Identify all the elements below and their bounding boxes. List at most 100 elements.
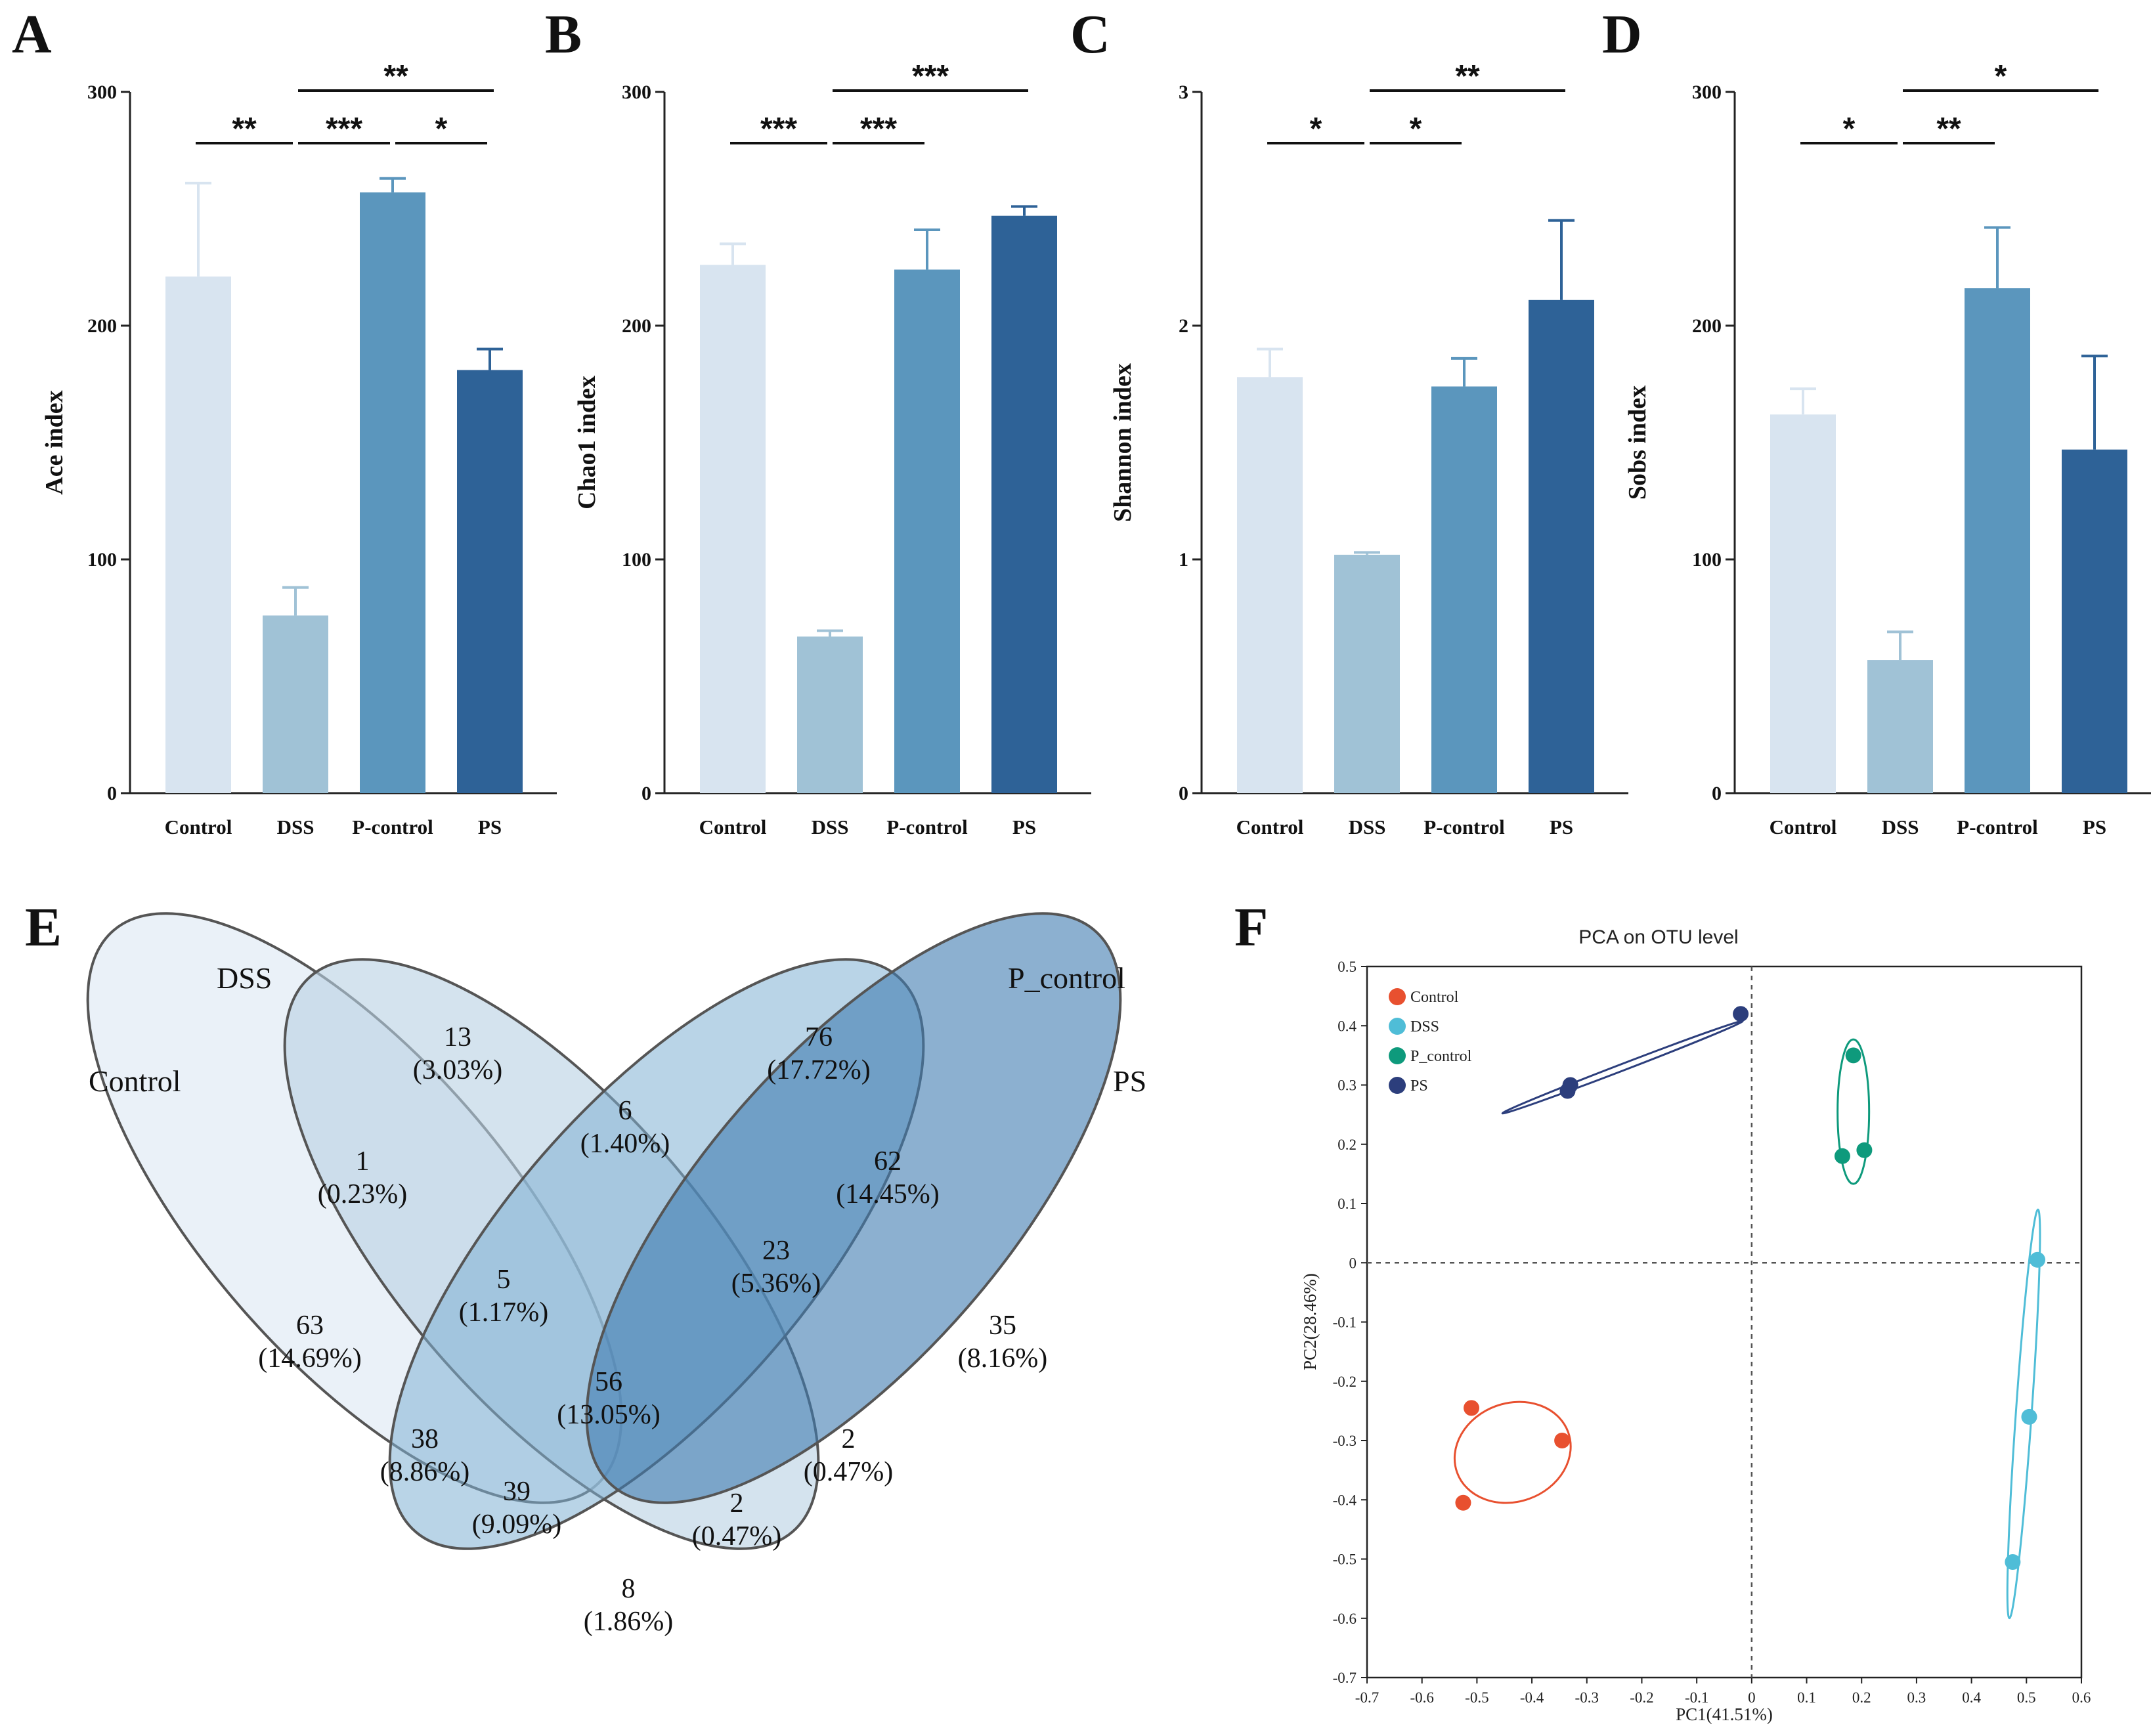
venn-set-label-control: Control bbox=[89, 1064, 181, 1098]
pca-x-tick-label: 0.5 bbox=[2017, 1689, 2036, 1706]
venn-region-label: 56(13.05%) bbox=[557, 1367, 660, 1430]
venn-region-percent: (14.45%) bbox=[836, 1179, 939, 1209]
y-tick-label: 0 bbox=[1179, 783, 1188, 804]
pca-point-dss bbox=[2021, 1408, 2037, 1425]
bar-dss bbox=[1867, 660, 1933, 793]
venn-region-count: 56 bbox=[595, 1367, 622, 1397]
x-tick-label: PS bbox=[2083, 815, 2106, 838]
y-tick-label: 1 bbox=[1179, 549, 1188, 571]
panel-letter-a: A bbox=[12, 4, 52, 65]
pca-ellipse-ps bbox=[1501, 1020, 1744, 1115]
venn-region-count: 39 bbox=[503, 1477, 531, 1507]
y-axis-label: Shannon index bbox=[1109, 363, 1137, 522]
bar-ps bbox=[991, 215, 1057, 793]
bar-ps bbox=[2062, 449, 2127, 793]
panel-letter-f: F bbox=[1234, 897, 1268, 958]
pca-x-tick-label: 0.6 bbox=[2072, 1689, 2091, 1706]
x-tick-label: P-control bbox=[886, 815, 968, 838]
venn-region-count: 35 bbox=[989, 1311, 1016, 1341]
legend-marker bbox=[1389, 1077, 1406, 1094]
x-tick-label: P-control bbox=[1957, 815, 2038, 838]
pca-y-tick-label: 0.5 bbox=[1337, 959, 1357, 975]
y-tick-label: 200 bbox=[622, 315, 651, 337]
venn-region-percent: (13.05%) bbox=[557, 1400, 660, 1430]
significance-label: * bbox=[1310, 112, 1322, 146]
pca-x-tick-label: -0.2 bbox=[1630, 1689, 1653, 1706]
significance-label: *** bbox=[760, 112, 797, 146]
venn-region-count: 8 bbox=[622, 1574, 636, 1604]
pca-y-tick-label: 0.3 bbox=[1337, 1077, 1357, 1094]
venn-region-percent: (3.03%) bbox=[413, 1055, 502, 1085]
pca-x-tick-label: -0.6 bbox=[1410, 1689, 1433, 1706]
significance-label: * bbox=[435, 112, 448, 146]
pca-plot: PCA on OTU level -0.7 -0.6 -0.5 -0.4 -0.3 -0.… bbox=[1300, 926, 2091, 1724]
pca-x-tick-label: -0.1 bbox=[1685, 1689, 1708, 1706]
x-tick-label: Control bbox=[1236, 815, 1304, 838]
bar-dss bbox=[797, 636, 863, 793]
pca-point-ps bbox=[1733, 1006, 1749, 1022]
y-tick-label: 0 bbox=[1712, 783, 1722, 804]
y-tick-label: 200 bbox=[1692, 315, 1722, 337]
pca-x-tick-label: -0.4 bbox=[1520, 1689, 1544, 1706]
venn-region-percent: (8.16%) bbox=[958, 1343, 1047, 1374]
bar-ps bbox=[1529, 299, 1594, 794]
bar-p-control bbox=[1965, 288, 2030, 793]
panel-letter-e: E bbox=[25, 897, 62, 958]
x-tick-label: P-control bbox=[352, 815, 433, 838]
venn-region-label: 35(8.16%) bbox=[958, 1311, 1047, 1374]
pca-x-tick-label: -0.7 bbox=[1355, 1689, 1379, 1706]
venn-region-label: 13(3.03%) bbox=[413, 1022, 502, 1085]
venn-region-percent: (0.47%) bbox=[804, 1457, 893, 1487]
pca-y-tick-label: 0 bbox=[1349, 1255, 1357, 1271]
bar-ps bbox=[457, 370, 523, 793]
venn-diagram: DSS P_control Control PS 13(3.03%) 76(17.… bbox=[86, 912, 1146, 1637]
bar-charts: 0 1 0 0 200 300 Ace index Control DSS P-control PS… bbox=[41, 59, 2151, 838]
x-tick-label: PS bbox=[1012, 815, 1036, 838]
x-tick-label: Control bbox=[699, 815, 767, 838]
x-tick-label: Control bbox=[165, 815, 232, 838]
panel-letter-d: D bbox=[1602, 4, 1642, 65]
x-tick-label: PS bbox=[478, 815, 502, 838]
venn-region-label: 1(0.23%) bbox=[318, 1146, 407, 1209]
venn-region-count: 38 bbox=[411, 1424, 439, 1454]
venn-region-label: 2(0.47%) bbox=[692, 1488, 781, 1552]
pca-point-ps bbox=[1559, 1083, 1576, 1099]
pca-point-control bbox=[1464, 1400, 1480, 1416]
pca-y-tick-label: -0.2 bbox=[1333, 1374, 1357, 1390]
y-tick-label: 0 bbox=[107, 783, 117, 804]
pca-y-tick-label: 0.2 bbox=[1337, 1137, 1357, 1153]
venn-region-count: 76 bbox=[805, 1022, 833, 1052]
venn-region-label: 76(17.72%) bbox=[767, 1022, 870, 1085]
significance-label: *** bbox=[912, 59, 949, 94]
pca-x-tick-label: 0.3 bbox=[1907, 1689, 1926, 1706]
y-axis-label: Ace index bbox=[41, 390, 68, 494]
venn-set-label-dss: DSS bbox=[217, 961, 272, 995]
pca-point-control bbox=[1455, 1494, 1471, 1511]
x-tick-label: DSS bbox=[812, 815, 849, 838]
legend-label: DSS bbox=[1410, 1018, 1439, 1035]
venn-region-percent: (5.36%) bbox=[731, 1269, 821, 1299]
significance-label: ** bbox=[1936, 112, 1961, 146]
significance-label: ** bbox=[232, 112, 257, 146]
y-axis-label: Chao1 index bbox=[573, 376, 601, 510]
venn-region-count: 23 bbox=[762, 1236, 790, 1266]
y-tick-label: 300 bbox=[1692, 81, 1722, 103]
y-tick-label: 2 bbox=[1179, 315, 1188, 337]
significance-label: *** bbox=[326, 112, 362, 146]
x-tick-label: Control bbox=[1770, 815, 1837, 838]
venn-region-percent: (0.47%) bbox=[692, 1521, 781, 1552]
pca-point-p-control bbox=[1845, 1047, 1861, 1064]
pca-x-tick-label: -0.5 bbox=[1465, 1689, 1488, 1706]
pca-y-tick-label: -0.3 bbox=[1333, 1433, 1357, 1449]
pca-x-tick-label: 0.1 bbox=[1797, 1689, 1816, 1706]
panel-letter-b: B bbox=[545, 4, 582, 65]
pca-y-tick-label: -0.5 bbox=[1333, 1552, 1357, 1568]
venn-region-label: 23(5.36%) bbox=[731, 1236, 821, 1299]
pca-point-p-control bbox=[1856, 1142, 1873, 1158]
bar-p-control bbox=[1431, 386, 1497, 793]
legend-label: Control bbox=[1410, 989, 1459, 1006]
pca-x-tick-label: 0.4 bbox=[1962, 1689, 1981, 1706]
bar-chart-d: 0 100 200 300 Sobs index Control DSS P-control P… bbox=[1624, 59, 2151, 838]
bar-control bbox=[700, 265, 766, 793]
